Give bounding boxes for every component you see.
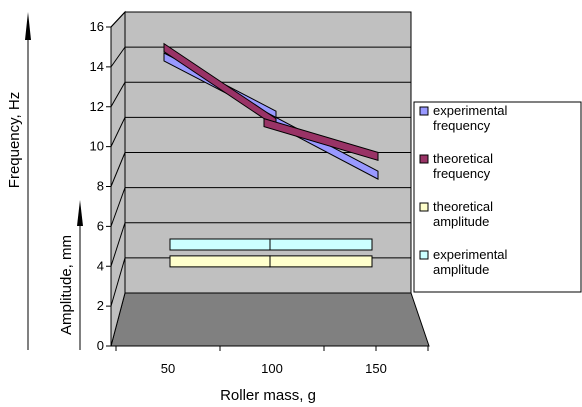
amplitude-band — [169, 238, 373, 251]
legend: experimentalfrequencytheoreticalfrequenc… — [413, 101, 582, 293]
legend-swatch — [419, 154, 429, 164]
y-tick-label: 6 — [97, 218, 104, 233]
legend-label: theoretical — [433, 151, 493, 166]
ribbon-segment — [263, 117, 379, 162]
frequency-ribbon — [163, 42, 379, 162]
x-tick-label: 50 — [161, 361, 175, 376]
x-axis-title: Roller mass, g — [220, 387, 316, 404]
y-tick-label: 12 — [90, 99, 104, 114]
x-tick-label: 150 — [365, 361, 387, 376]
gridline-side — [110, 187, 126, 227]
chart-floor — [110, 292, 430, 347]
chart-side-wall — [110, 10, 126, 347]
legend-label: amplitude — [433, 262, 489, 277]
gridline-side — [110, 152, 126, 187]
y-tick-label: 16 — [90, 19, 104, 34]
legend-box — [413, 101, 582, 293]
gridline-side — [110, 257, 126, 307]
band-segment — [169, 255, 271, 268]
legend-label: frequency — [433, 118, 491, 133]
y-tick-label: 4 — [97, 258, 104, 273]
chart-series — [163, 42, 379, 268]
y-axis-title-frequency: Frequency, Hz — [6, 92, 23, 188]
band-segment — [169, 238, 271, 251]
legend-swatch — [419, 250, 429, 260]
y-tick-label: 8 — [97, 179, 104, 194]
band-segment — [269, 255, 373, 268]
x-tick-label: 100 — [261, 361, 283, 376]
legend-label: amplitude — [433, 214, 489, 229]
legend-label: frequency — [433, 166, 491, 181]
chart-walls — [110, 10, 430, 347]
y-tick-label: 14 — [90, 59, 104, 74]
y-axis-title-amplitude: Amplitude, mm — [58, 235, 75, 335]
legend-label: theoretical — [433, 199, 493, 214]
legend-label: experimental — [433, 247, 508, 262]
chart-axes: 0 2 4 6 8 10 12 14 16 50 100 150 — [90, 19, 429, 376]
gridline-side — [110, 11, 126, 28]
gridline-side — [110, 222, 126, 267]
y-tick-label: 10 — [90, 139, 104, 154]
amplitude-band — [169, 255, 373, 268]
frequency-arrow-icon — [25, 12, 31, 40]
band-segment — [269, 238, 373, 251]
y-tick-label: 0 — [97, 338, 104, 353]
amplitude-arrow-icon — [77, 200, 83, 226]
gridline-side — [110, 82, 126, 107]
legend-swatch — [419, 106, 429, 116]
legend-swatch — [419, 202, 429, 212]
gridline-side — [110, 117, 126, 147]
gridline-side — [110, 46, 126, 68]
y-tick-label: 2 — [97, 298, 104, 313]
legend-label: experimental — [433, 103, 508, 118]
